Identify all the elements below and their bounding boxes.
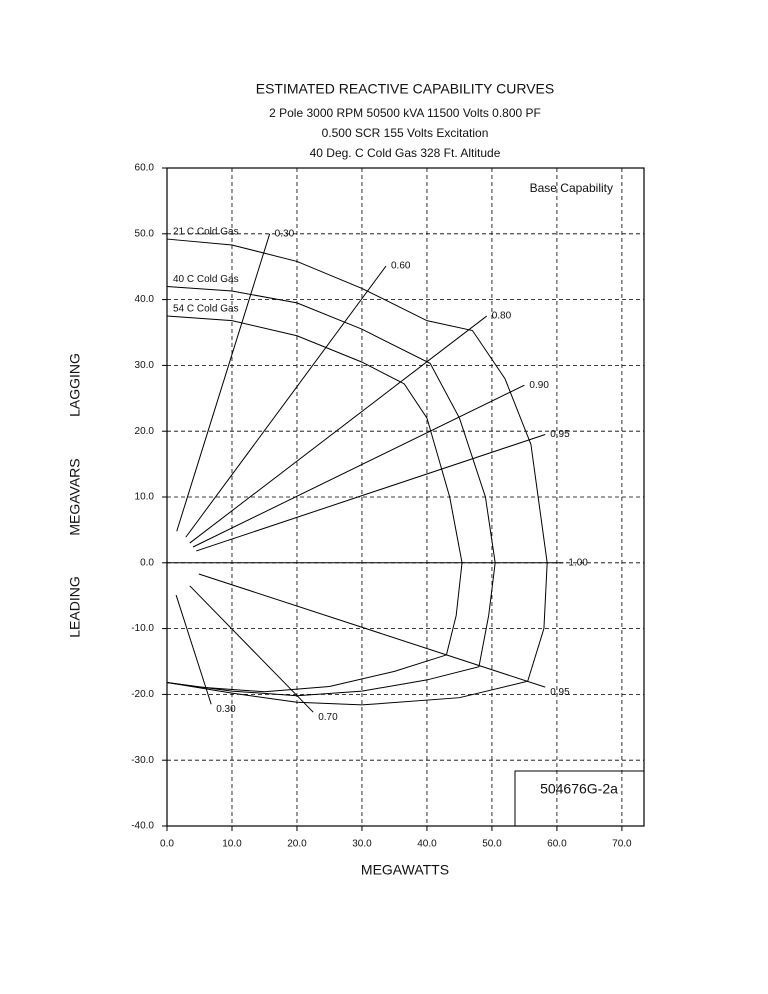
curve xyxy=(175,594,212,705)
y-tick-label: 50.0 xyxy=(135,228,155,239)
curve xyxy=(189,315,488,544)
y-tick-label: -30.0 xyxy=(131,755,154,766)
chart-title: ESTIMATED REACTIVE CAPABILITY CURVES xyxy=(256,81,554,97)
x-tick-label: 40.0 xyxy=(417,839,437,850)
curve-label: 40 C Cold Gas xyxy=(173,274,239,285)
id-box xyxy=(514,770,645,827)
annotation: 504676G-2a xyxy=(540,781,618,797)
y-tick-label: -20.0 xyxy=(131,689,154,700)
pf-label: 0.30 xyxy=(275,228,295,239)
x-tick-label: 60.0 xyxy=(547,839,567,850)
subtitle: 2 Pole 3000 RPM 50500 kVA 11500 Volts 0.… xyxy=(269,106,541,120)
y-tick-label: -10.0 xyxy=(131,623,154,634)
pf-label: 1.00 xyxy=(568,557,588,568)
annotation: Base Capability xyxy=(530,181,613,195)
subtitle: 40 Deg. C Cold Gas 328 Ft. Altitude xyxy=(310,146,501,160)
curve-label: 54 C Cold Gas xyxy=(173,304,239,315)
x-tick-label: 20.0 xyxy=(287,839,307,850)
pf-label: 0.80 xyxy=(492,311,512,322)
x-tick-label: 0.0 xyxy=(160,839,174,850)
y-tick-label: 30.0 xyxy=(135,360,155,371)
curve xyxy=(166,238,548,706)
x-tick-label: 30.0 xyxy=(352,839,372,850)
curve-label: 21 C Cold Gas xyxy=(173,227,239,238)
curve xyxy=(176,233,271,532)
pf-label: 0.70 xyxy=(318,712,338,723)
pf-label: 0.30 xyxy=(216,704,236,715)
curve xyxy=(185,265,387,538)
plot-frame xyxy=(166,167,645,827)
x-axis-label: MEGAWATTS xyxy=(361,862,449,878)
curve xyxy=(198,573,546,688)
y-tick-label: 60.0 xyxy=(135,163,155,174)
y-axis-label: LAGGING xyxy=(67,353,83,417)
curve xyxy=(192,384,525,548)
y-tick-label: 40.0 xyxy=(135,294,155,305)
y-tick-label: 0.0 xyxy=(140,557,154,568)
pf-label: 0.95 xyxy=(550,429,570,440)
y-axis-label: LEADING xyxy=(67,576,83,637)
curve xyxy=(196,434,546,552)
x-tick-label: 10.0 xyxy=(222,839,242,850)
subtitle: 0.500 SCR 155 Volts Excitation xyxy=(322,126,489,140)
y-tick-label: 10.0 xyxy=(135,492,155,503)
y-tick-label: -40.0 xyxy=(131,821,154,832)
x-tick-label: 50.0 xyxy=(482,839,502,850)
y-axis-label: MEGAVARS xyxy=(67,458,83,535)
y-tick-label: 20.0 xyxy=(135,426,155,437)
pf-label: 0.60 xyxy=(391,261,411,272)
x-tick-label: 70.0 xyxy=(612,839,632,850)
pf-label: 0.90 xyxy=(529,380,549,391)
pf-label: 0.95 xyxy=(550,687,570,698)
curve xyxy=(166,315,463,693)
curve xyxy=(189,585,314,713)
